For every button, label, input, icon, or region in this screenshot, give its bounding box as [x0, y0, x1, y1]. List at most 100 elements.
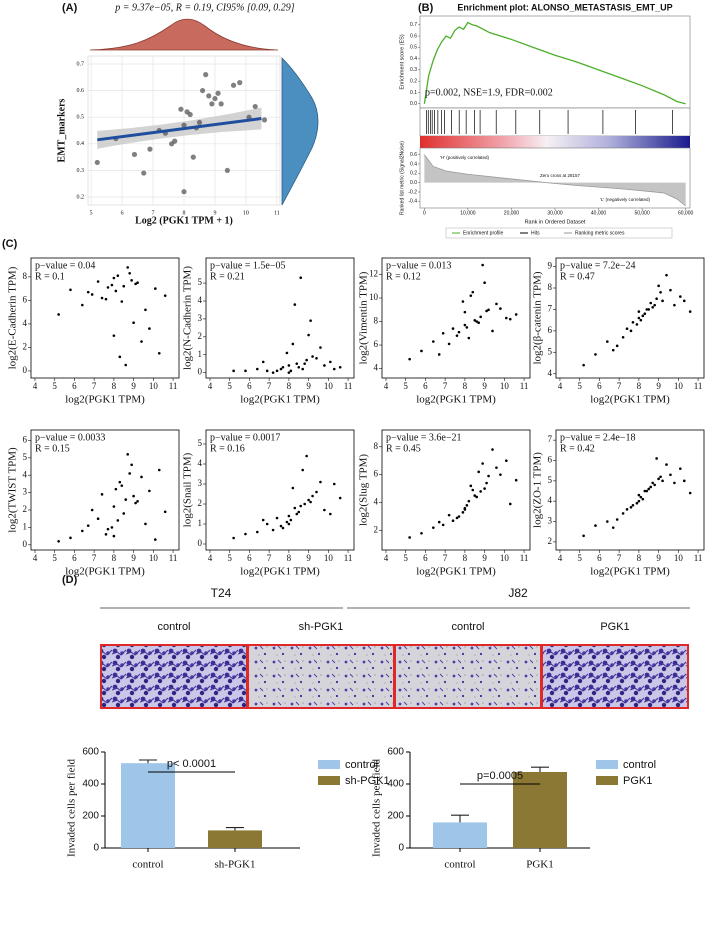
- y-tick-label: 0.1: [410, 90, 417, 96]
- data-point: [112, 534, 116, 538]
- data-point: [673, 303, 676, 307]
- data-point: [315, 356, 318, 360]
- x-tick-label: 11: [344, 381, 353, 391]
- data-point: [116, 519, 120, 522]
- data-point: [154, 538, 157, 541]
- x-tick-label: 5: [403, 381, 408, 391]
- data-point: [136, 500, 139, 503]
- data-point: [467, 499, 471, 503]
- stat-annotation: R = 0.21: [210, 271, 245, 282]
- data-point: [128, 271, 131, 275]
- data-point: [112, 505, 116, 508]
- data-point: [295, 512, 299, 516]
- y-tick-label: 0.4: [410, 56, 417, 62]
- y-tick-label: 3: [198, 313, 203, 323]
- data-point: [471, 488, 475, 492]
- data-point: [505, 316, 508, 320]
- plot-frame: [381, 257, 531, 379]
- x-tick-label: 7: [92, 381, 97, 391]
- data-point: [120, 484, 124, 487]
- data-point: [473, 319, 477, 322]
- data-point: [338, 365, 342, 369]
- data-point: [441, 523, 445, 527]
- y-tick-label: 200: [387, 811, 404, 822]
- data-point: [122, 284, 126, 288]
- y-tick-label: 0.6: [410, 33, 417, 39]
- x-tick-label: 40,000: [591, 210, 607, 216]
- data-point: [134, 501, 137, 505]
- x-tick-label: 8: [463, 553, 468, 563]
- y-tick-label: 2: [23, 341, 28, 351]
- data-point: [645, 308, 649, 311]
- data-point: [203, 72, 209, 78]
- data-point: [147, 146, 153, 152]
- data-point: [651, 305, 654, 309]
- y-tick-label: 0.0: [410, 180, 417, 186]
- data-point: [649, 301, 653, 305]
- data-point: [299, 504, 303, 508]
- data-point: [90, 293, 94, 296]
- data-point: [281, 526, 285, 530]
- y-axis-label: log2(β-catenin TPM): [532, 271, 544, 364]
- y-axis-label: log2(Snail TPM): [182, 452, 194, 527]
- y-tick-label: 1: [198, 349, 203, 359]
- data-point: [224, 167, 230, 174]
- data-point: [256, 367, 259, 371]
- y-tick-label: 3: [198, 478, 203, 488]
- data-point: [110, 283, 114, 287]
- data-point: [275, 516, 279, 520]
- data-point: [126, 453, 129, 456]
- data-point: [232, 536, 235, 540]
- error-bar: [139, 759, 157, 764]
- y-axis-label: Ranked list metric (Signal2Noise): [399, 141, 405, 215]
- x-tick-label: 7: [443, 381, 448, 391]
- stat-annotation: p−value = 2.4e−18: [560, 432, 636, 443]
- metric-annotation: Zero cross at 28157: [540, 173, 581, 178]
- data-point: [447, 513, 451, 517]
- x-tick-label: 11: [694, 553, 703, 563]
- x-tick-label: 5: [577, 381, 582, 391]
- x-tick-label: 8: [637, 381, 642, 391]
- data-point: [679, 467, 682, 470]
- legend-swatch: [596, 776, 618, 785]
- data-point: [130, 463, 133, 467]
- x-tick-label: 7: [152, 210, 155, 216]
- stat-text: p=0.002, NSE=1.9, FDR=0.002: [425, 87, 553, 98]
- y-tick-label: 0: [23, 365, 28, 375]
- x-tick-label: 8: [287, 381, 292, 391]
- data-point: [285, 351, 289, 355]
- data-point: [275, 369, 279, 373]
- y-tick-label: 4: [23, 469, 28, 479]
- data-point: [181, 122, 187, 128]
- y-tick-label: 0: [93, 843, 99, 854]
- data-point: [637, 310, 641, 313]
- data-point: [505, 459, 508, 462]
- condition-label: control: [157, 621, 190, 633]
- data-point: [291, 342, 295, 346]
- data-point: [81, 529, 84, 533]
- data-point: [86, 524, 90, 527]
- x-tick-label: 8: [112, 381, 117, 391]
- x-tick-label: 4: [208, 553, 213, 563]
- x-tick-label: 7: [443, 553, 448, 563]
- bar: [121, 763, 175, 848]
- data-point: [90, 508, 94, 512]
- bar: [433, 822, 487, 848]
- data-point: [140, 475, 143, 479]
- data-point: [285, 520, 289, 524]
- data-point: [495, 466, 498, 469]
- data-point: [461, 511, 465, 514]
- data-point: [132, 494, 135, 498]
- data-point: [451, 519, 455, 522]
- data-point: [323, 364, 326, 367]
- x-tick-label: 6: [597, 553, 602, 563]
- data-point: [311, 355, 314, 358]
- x-tick-label: 8: [463, 381, 468, 391]
- y-tick-label: 9: [548, 261, 553, 271]
- plot-frame: [205, 429, 355, 551]
- x-axis-label: log2(PGK1 TPM): [590, 394, 670, 406]
- legend-label: sh-PGK1: [345, 775, 390, 787]
- data-point: [163, 510, 167, 514]
- data-point: [256, 530, 259, 534]
- data-point: [104, 297, 108, 301]
